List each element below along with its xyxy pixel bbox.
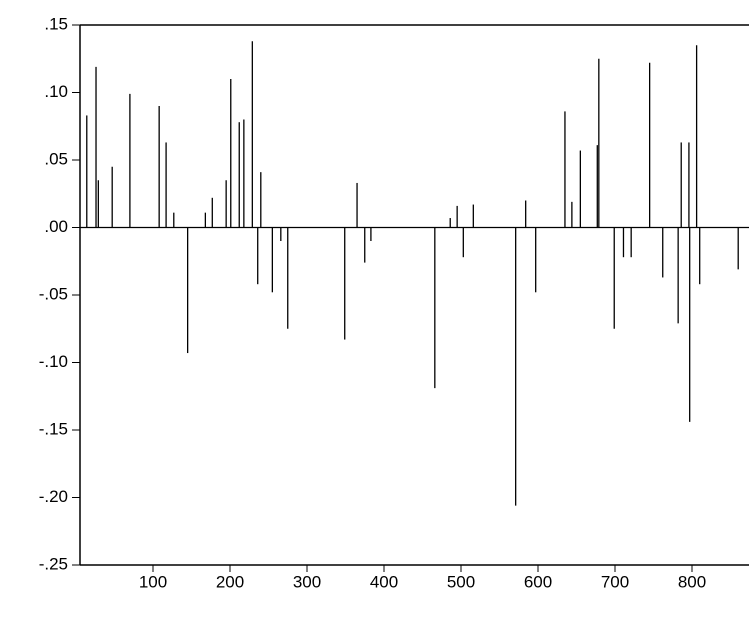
x-tick-label: 600 (524, 572, 552, 591)
y-tick-label: -.25 (39, 554, 68, 573)
x-tick-label: 400 (370, 572, 398, 591)
x-tick-label: 800 (678, 572, 706, 591)
y-tick-label: .10 (44, 82, 68, 101)
y-tick-label: -.20 (39, 487, 68, 506)
y-tick-label: -.10 (39, 352, 68, 371)
y-tick-label: .05 (44, 149, 68, 168)
x-tick-label: 200 (216, 572, 244, 591)
y-tick-label: -.05 (39, 284, 68, 303)
y-tick-label: .00 (44, 217, 68, 236)
x-tick-label: 500 (447, 572, 475, 591)
y-tick-label: -.15 (39, 419, 68, 438)
x-tick-label: 300 (293, 572, 321, 591)
x-tick-label: 700 (601, 572, 629, 591)
y-tick-label: .15 (44, 14, 68, 33)
x-tick-label: 100 (139, 572, 167, 591)
